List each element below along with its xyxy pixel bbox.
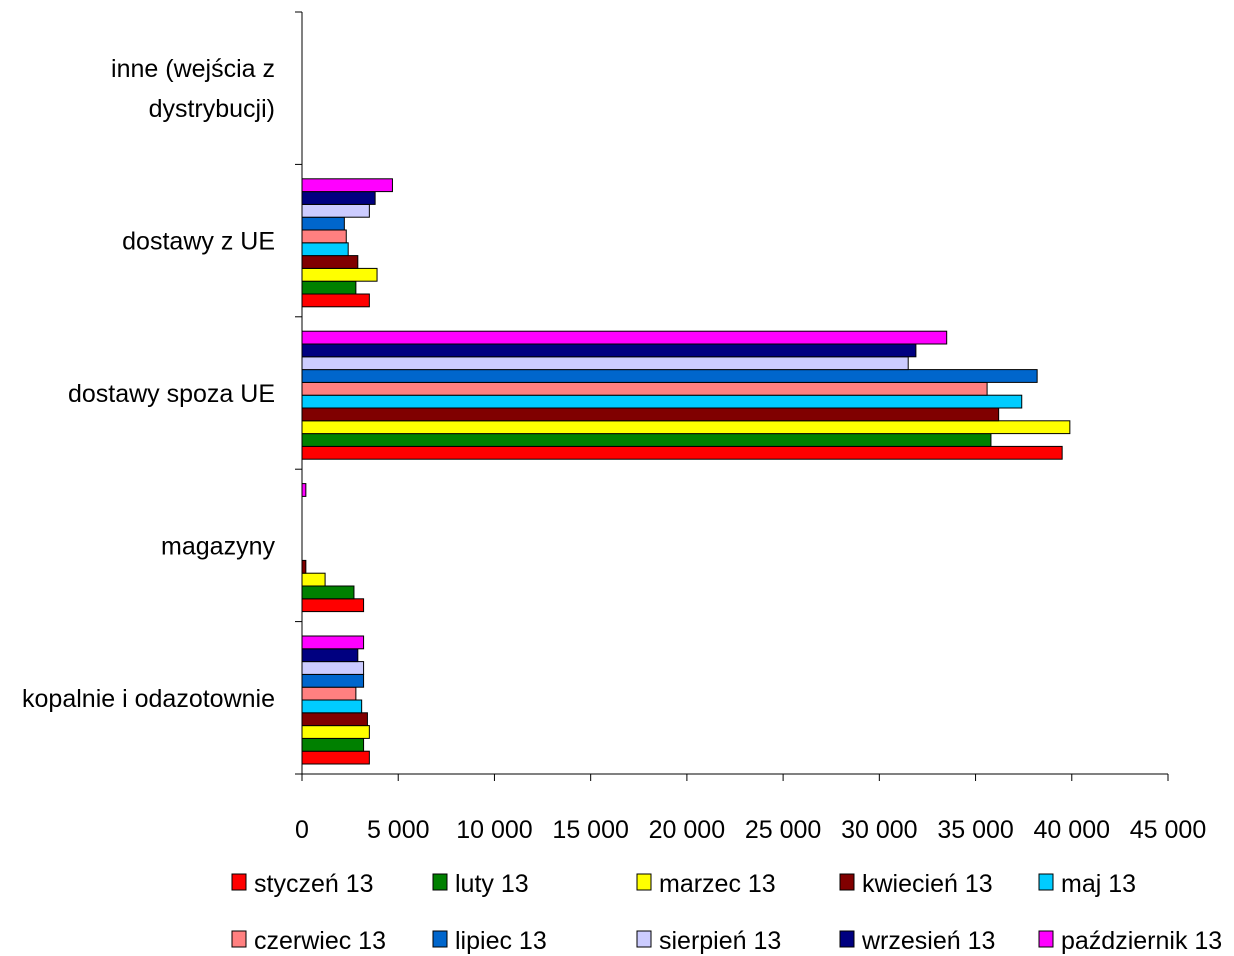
legend-label: październik 13 [1061,927,1222,955]
bar [301,712,368,727]
category-label: inne (wejścia z [111,55,275,83]
legend-swatch [636,930,652,948]
legend-label: sierpień 13 [659,927,781,955]
bar [301,559,307,574]
bar [301,407,1000,422]
x-tick-label: 35 000 [937,816,1013,844]
bar [301,635,365,650]
bar [301,750,370,765]
legend-swatch [432,930,448,948]
legend-swatch [1038,873,1054,891]
legend: styczeń 13 luty 13 marzec 13 kwiecień 13 maj… [231,870,1222,955]
x-tick-label: 30 000 [841,816,917,844]
bar [301,229,347,244]
legend-swatch [1038,930,1054,948]
x-tick-label: 40 000 [1034,816,1110,844]
legend-label: kwiecień 13 [862,870,993,898]
bar [301,648,359,663]
legend-swatch [432,873,448,891]
bar [301,216,345,231]
legend-swatch [231,873,247,891]
bars [301,178,1071,765]
bar [301,699,363,714]
bar [301,725,370,739]
bar [301,267,378,282]
bar [301,394,1023,409]
bar [301,572,326,587]
bar [301,585,355,600]
x-tick-label: 10 000 [456,816,532,844]
legend-label: maj 13 [1061,870,1136,898]
legend-label: styczeń 13 [254,870,374,898]
legend-swatch [839,930,855,948]
legend-label: lipiec 13 [455,927,547,955]
x-tick-label: 0 [295,816,309,844]
category-label: dystrybucji) [149,95,275,123]
x-tick-label: 15 000 [552,816,628,844]
category-label: dostawy z UE [122,228,275,256]
legend-label: czerwiec 13 [254,927,386,955]
bar [301,293,370,308]
bar [301,178,393,193]
bar [301,445,1063,460]
legend-label: luty 13 [455,870,529,898]
category-label: magazyny [161,532,275,560]
bar [301,686,357,701]
x-tick-label: 5 000 [367,816,430,844]
x-tick-label: 20 000 [649,816,725,844]
category-label: dostawy spoza UE [68,380,275,408]
legend-label: wrzesień 13 [861,927,995,955]
bar [301,369,1038,383]
bar [301,483,307,497]
bar [301,343,917,358]
legend-swatch [839,873,855,891]
bar [301,381,988,396]
bar [301,673,365,688]
bar [301,420,1071,435]
legend-swatch [636,873,652,891]
bar [301,255,359,269]
legend-swatch [231,930,247,948]
bar [301,330,948,345]
bar [301,737,365,752]
bar [301,433,992,447]
legend-label: marzec 13 [659,870,776,898]
bar [301,242,349,257]
category-label: kopalnie i odazotownie [22,685,275,713]
x-tick-label: 25 000 [745,816,821,844]
bar [301,203,370,218]
labels: 0 5 000 10 000 15 000 20 000 25 000 30 000 35 0… [22,55,1206,844]
bar [301,280,357,295]
bar [301,661,365,675]
x-tick-label: 45 000 [1130,816,1206,844]
bar [301,191,376,205]
bar [301,598,365,613]
bar [301,356,909,371]
